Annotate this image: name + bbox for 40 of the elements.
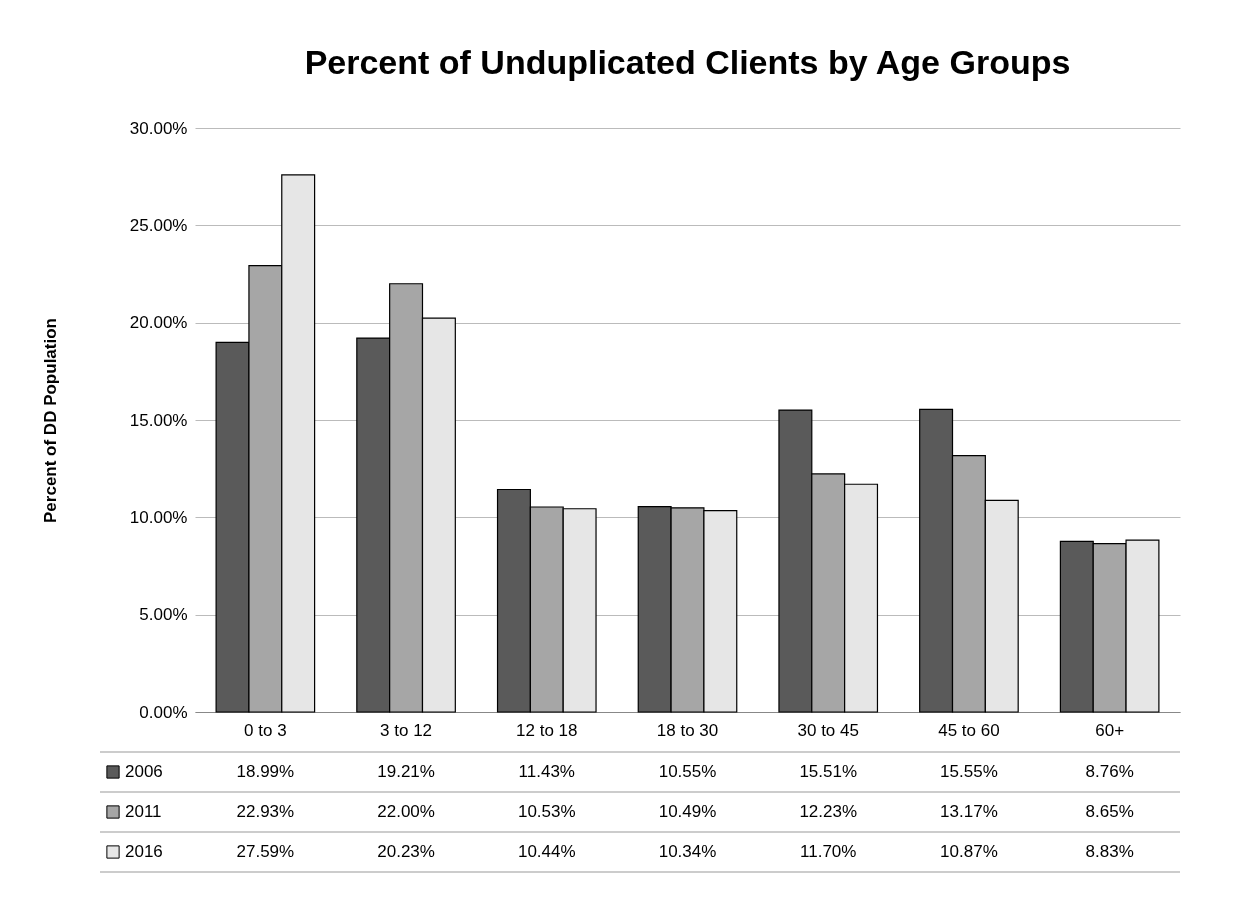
- data-label: 18.99%: [236, 762, 295, 781]
- data-label: 11.70%: [800, 842, 857, 861]
- data-label: 10.34%: [658, 842, 717, 861]
- data-label: 11.43%: [518, 762, 575, 781]
- x-tick-label: 60+: [1095, 720, 1125, 740]
- data-label: 13.17%: [940, 802, 998, 821]
- y-tick-label: 15.00%: [129, 410, 188, 430]
- data-label: 20.23%: [377, 842, 435, 861]
- data-label: 10.55%: [658, 762, 717, 781]
- x-tick-label: 18 to 30: [656, 720, 719, 740]
- data-label: 10.87%: [940, 842, 998, 861]
- data-label: 15.51%: [799, 762, 858, 781]
- y-tick-label: 25.00%: [129, 215, 188, 235]
- x-tick-label: 12 to 18: [516, 720, 578, 740]
- data-label: 10.44%: [517, 842, 576, 861]
- data-label: 22.93%: [236, 802, 295, 821]
- y-tick-label: 10.00%: [129, 507, 188, 527]
- x-tick-label: 0 to 3: [244, 720, 287, 740]
- data-label: 19.21%: [377, 762, 435, 781]
- y-tick-label: 0.00%: [139, 702, 188, 722]
- x-tick-label: 3 to 12: [380, 720, 433, 740]
- y-tick-label: 5.00%: [139, 605, 188, 625]
- legend-label: 2016: [125, 842, 163, 861]
- data-label: 10.49%: [658, 802, 717, 821]
- data-label: 8.76%: [1085, 762, 1134, 781]
- legend-label: 2006: [125, 762, 163, 781]
- data-label: 8.65%: [1085, 802, 1134, 821]
- data-label: 22.00%: [377, 802, 435, 821]
- data-label: 15.55%: [940, 762, 998, 781]
- x-tick-label: 30 to 45: [797, 720, 859, 740]
- data-label: 8.83%: [1085, 842, 1134, 861]
- chart-title: Percent of Unduplicated Clients by Age Groups: [304, 43, 1071, 81]
- data-label: 12.23%: [799, 802, 858, 821]
- y-axis-title: Percent of DD Population: [40, 318, 60, 523]
- data-label: 10.53%: [517, 802, 576, 821]
- legend-label: 2011: [125, 802, 162, 821]
- x-tick-label: 45 to 60: [938, 720, 1000, 740]
- y-tick-label: 20.00%: [129, 313, 188, 333]
- y-tick-label: 30.00%: [129, 118, 188, 138]
- data-label: 27.59%: [236, 842, 295, 861]
